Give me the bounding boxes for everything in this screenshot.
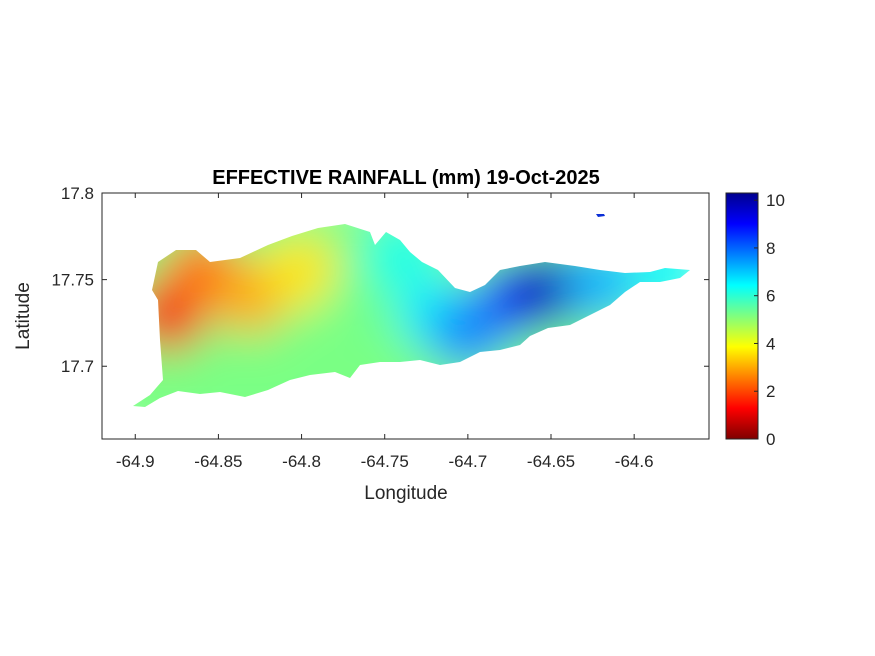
colorbar [725, 192, 759, 440]
colorbar-tick-label: 4 [766, 334, 775, 353]
x-axis-label: Longitude [364, 483, 447, 504]
colorbar-tick-label: 2 [766, 382, 775, 401]
y-tick-label: 17.75 [51, 271, 94, 290]
x-tick-label: -64.8 [282, 452, 321, 471]
x-tick-label: -64.9 [116, 452, 155, 471]
cay-islet [596, 214, 605, 217]
x-tick-label: -64.75 [361, 452, 409, 471]
colorbar-tick-label: 8 [766, 239, 775, 258]
chart-title: EFFECTIVE RAINFALL (mm) 19-Oct-2025 [212, 167, 599, 189]
y-tick-label: 17.8 [61, 184, 94, 203]
y-tick-label: 17.7 [61, 357, 94, 376]
y-axis-label: Latitude [13, 282, 34, 350]
field-sample-4 [263, 310, 340, 387]
x-tick-label: -64.65 [527, 452, 575, 471]
y-axis: 17.7 17.75 17.8 [51, 184, 709, 376]
colorbar-tick-label: 0 [766, 430, 775, 449]
x-tick-label: -64.6 [615, 452, 654, 471]
colorbar-tick-label: 6 [766, 287, 775, 306]
x-tick-label: -64.7 [448, 452, 487, 471]
plot-frame [101, 192, 710, 440]
colorbar-tick-label: 10 [766, 191, 785, 210]
colorbar-axis: 0 2 4 6 8 10 [754, 191, 785, 449]
x-axis: -64.9 -64.85 -64.8 -64.75 -64.7 -64.65 -64.6 [116, 193, 654, 471]
x-tick-label: -64.85 [194, 452, 242, 471]
field-sample-3 [263, 232, 340, 309]
